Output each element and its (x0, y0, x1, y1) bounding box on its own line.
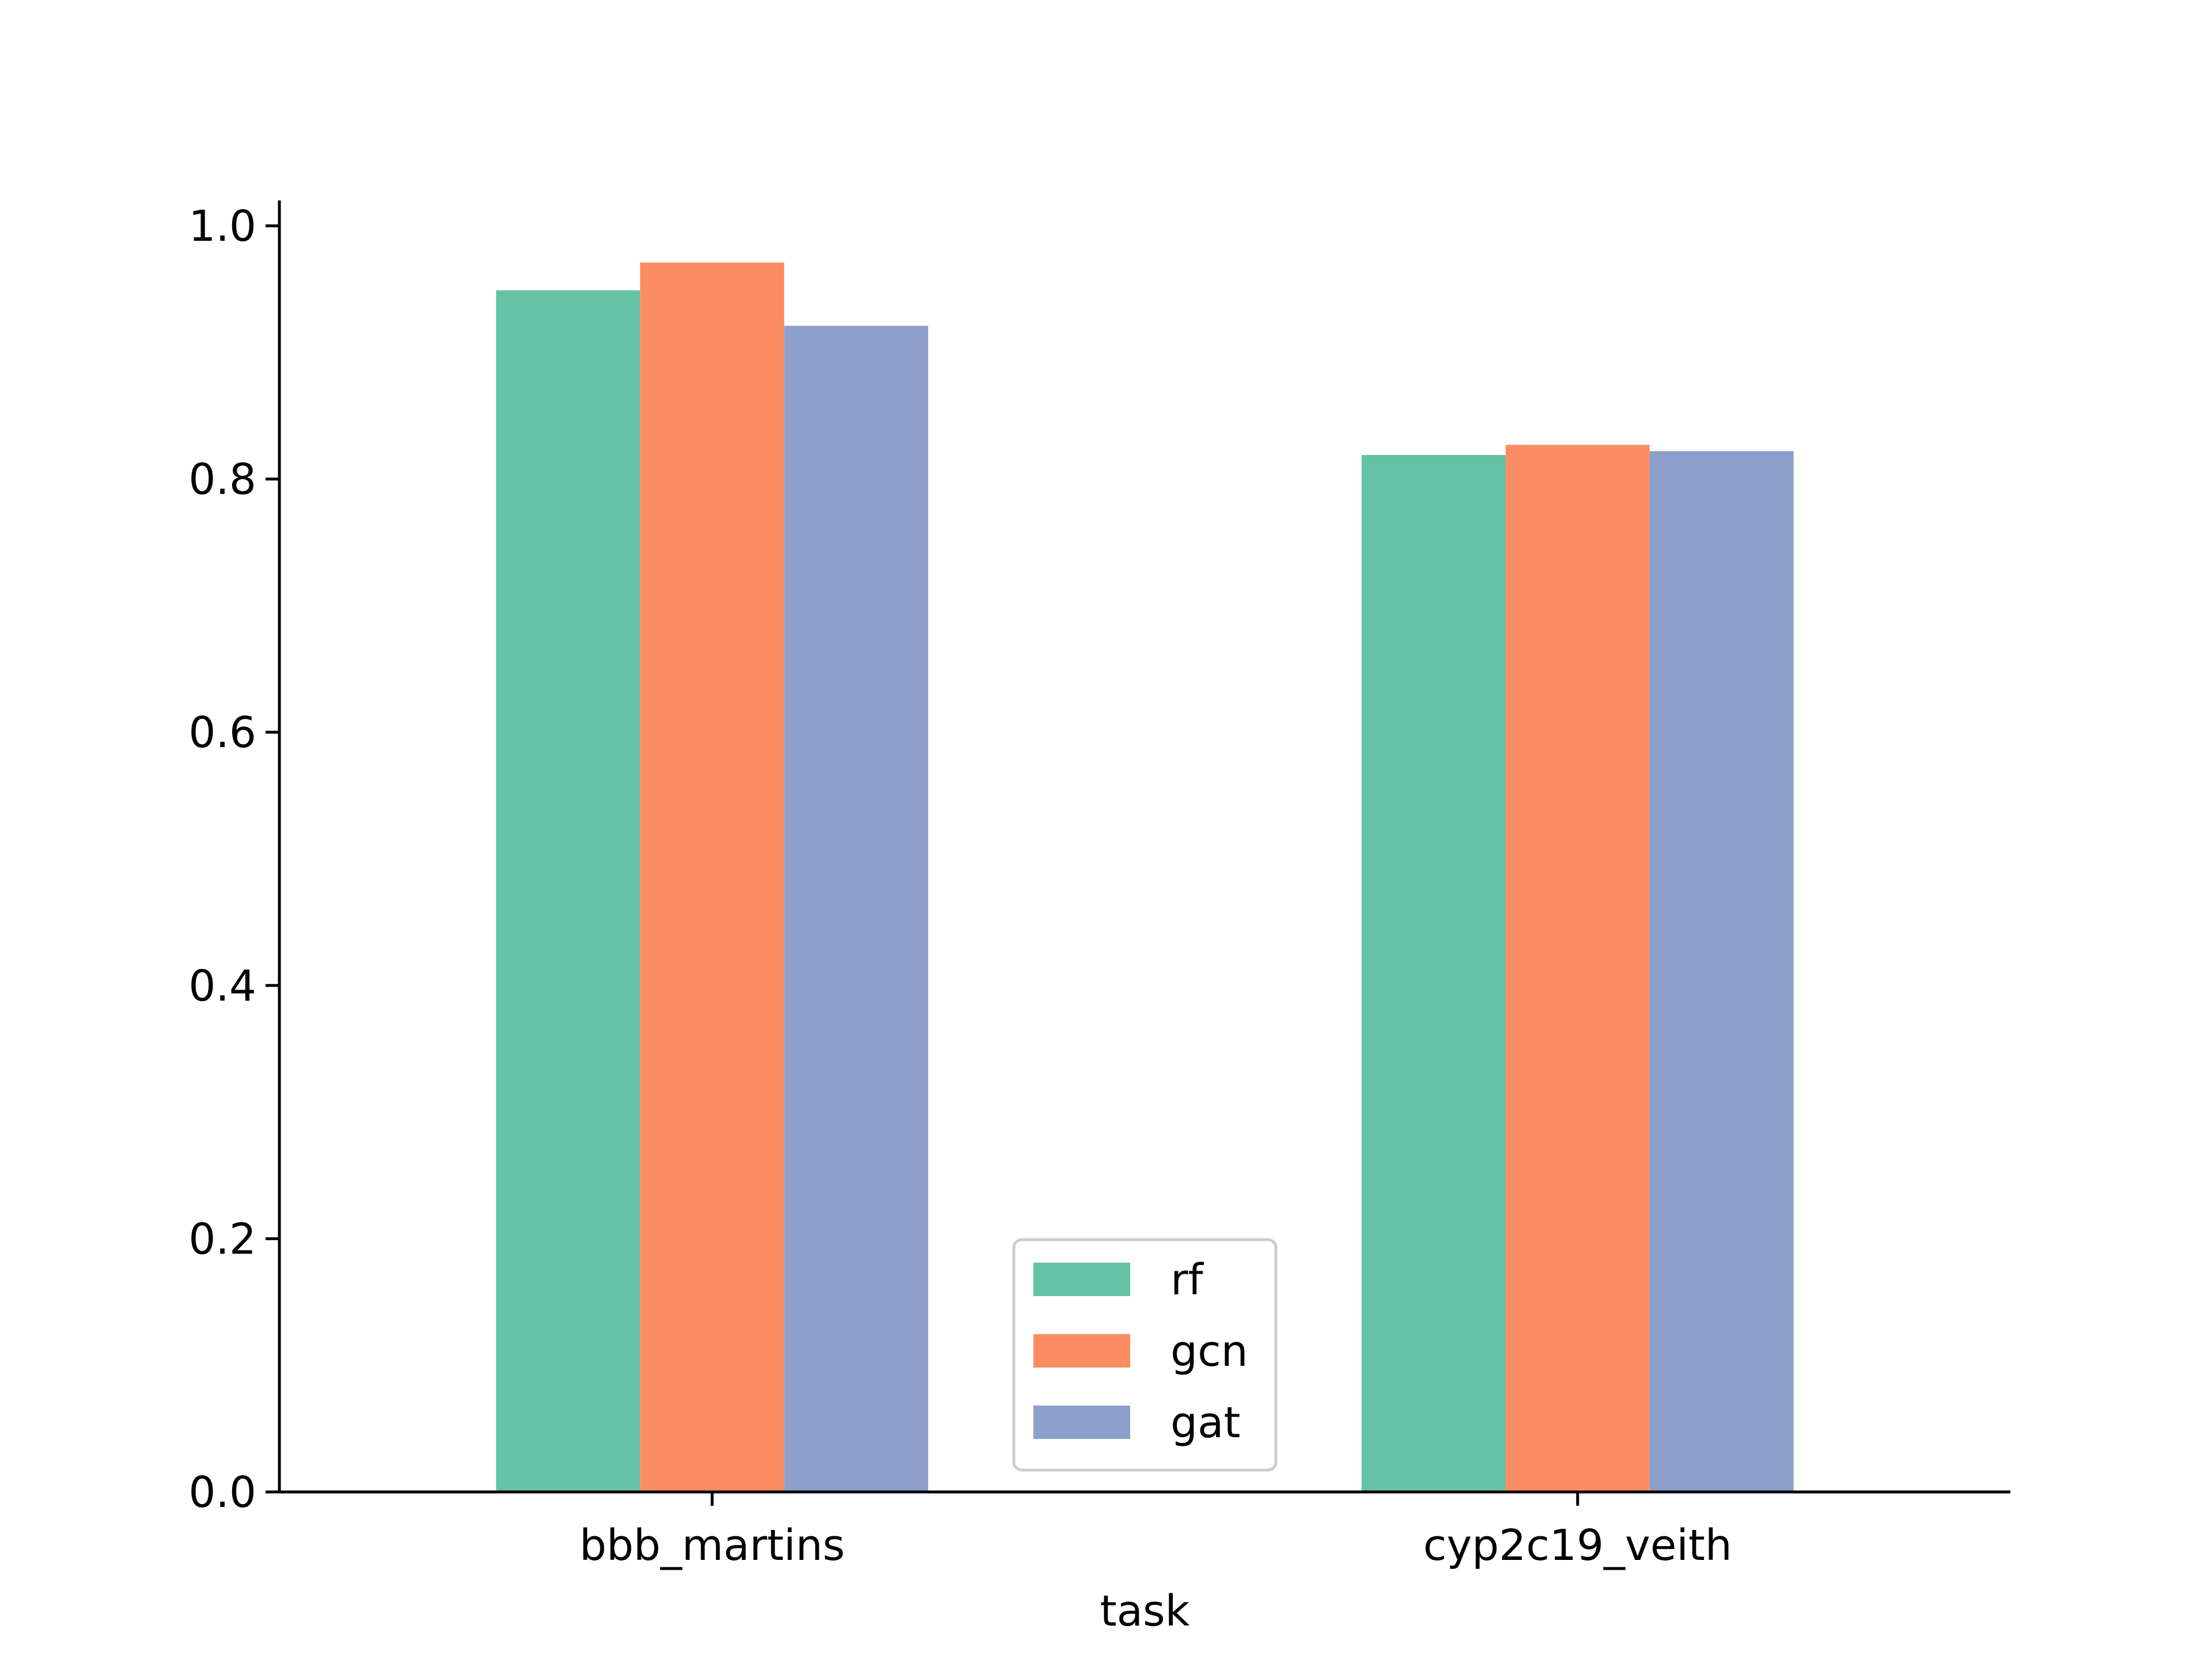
y-tick-label: 1.0 (188, 202, 256, 251)
y-tick-label: 0.6 (188, 708, 256, 757)
bar-rf-cyp2c19_veith (1361, 454, 1506, 1492)
legend: rf gcn gat (1012, 1238, 1278, 1472)
x-tick-label: cyp2c19_veith (1423, 1521, 1732, 1570)
bar-rf-bbb_martins (496, 290, 641, 1492)
y-tick-label: 0.4 (188, 961, 256, 1011)
bar-gat-cyp2c19_veith (1649, 451, 1794, 1492)
legend-swatch-rf (1033, 1263, 1130, 1296)
y-ticks-group: 0.0 0.2 0.4 0.6 0.8 1.0 (188, 202, 279, 1517)
bar-gcn-bbb_martins (640, 262, 785, 1493)
legend-swatch-gcn (1033, 1334, 1130, 1368)
legend-label-gcn: gcn (1171, 1327, 1248, 1376)
legend-swatch-gat (1033, 1406, 1130, 1439)
bars-group (496, 262, 1794, 1493)
legend-label-rf: rf (1171, 1255, 1204, 1305)
y-tick-label: 0.2 (188, 1214, 256, 1264)
y-tick-label: 0.0 (188, 1468, 256, 1517)
bar-gcn-cyp2c19_veith (1505, 445, 1650, 1492)
x-ticks-group: bbb_martins cyp2c19_veith (579, 1492, 1732, 1570)
x-axis-label: task (1100, 1586, 1190, 1636)
x-tick-label: bbb_martins (579, 1521, 845, 1570)
axes-group (278, 200, 2010, 1494)
legend-label-gat: gat (1171, 1398, 1240, 1448)
bar-gat-bbb_martins (784, 325, 929, 1492)
y-tick-label: 0.8 (188, 455, 256, 505)
